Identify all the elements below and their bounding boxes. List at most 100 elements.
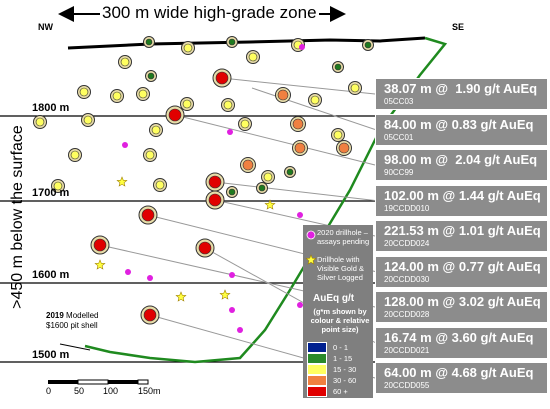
scale-bar <box>48 379 149 385</box>
hole-id: 05CC03 <box>384 97 414 106</box>
intercept-grade: 84.00 m @ 0.83 g/t AuEq <box>384 116 534 132</box>
pit-year: 2019 <box>46 311 64 320</box>
hole-id: 05CC01 <box>384 132 414 142</box>
drillhole <box>182 99 192 109</box>
drillhole <box>215 71 229 85</box>
pending-hole <box>229 272 235 278</box>
drillhole <box>141 208 155 222</box>
visible-gold <box>94 259 106 270</box>
drillhole <box>277 89 289 101</box>
intercept-box: 84.00 m @ 0.83 g/t AuEq 05CC01 <box>375 113 548 146</box>
drillhole <box>151 125 161 135</box>
drillhole <box>286 168 294 176</box>
pit-text: $1600 pit shell <box>46 321 98 330</box>
legend-pending <box>306 230 316 240</box>
drillhole <box>83 115 93 125</box>
drillhole <box>228 188 236 196</box>
hole-id: 20CCDD028 <box>384 310 430 319</box>
drillhole <box>228 38 236 46</box>
drillhole <box>112 91 122 101</box>
pending-hole <box>237 327 243 333</box>
title: 300 m wide high-grade zone <box>100 3 319 23</box>
drillhole <box>350 83 360 93</box>
hole-id: 20CCDD030 <box>384 274 430 284</box>
pit-shell <box>84 36 448 364</box>
drillhole <box>143 308 157 322</box>
legend-swatch <box>307 342 327 353</box>
drillhole <box>183 43 193 53</box>
legend-icons <box>305 230 317 265</box>
drillhole <box>53 181 63 191</box>
drillhole <box>294 142 306 154</box>
visible-gold <box>219 289 231 300</box>
drillhole <box>258 184 266 192</box>
leader-line <box>174 114 376 166</box>
drillhole <box>35 117 45 127</box>
legend-swatch <box>307 364 327 375</box>
intercept-grade: 98.00 m @ 2.04 g/t AuEq <box>384 152 538 167</box>
drillhole <box>334 63 342 71</box>
hole-id: 20CCDD024 <box>384 239 430 248</box>
drillhole <box>70 150 80 160</box>
legend-title: AuEq g/t <box>313 293 355 304</box>
pending-hole <box>299 44 305 50</box>
drillhole <box>145 150 155 160</box>
scale-label: 100 <box>103 386 119 396</box>
drillhole <box>198 241 212 255</box>
drillhole <box>155 180 165 190</box>
leader-line <box>251 87 376 130</box>
legend-class: 1 - 15 <box>333 354 353 363</box>
intercept-box: 102.00 m @ 1.44 g/t AuEq 19CCDD010 <box>375 184 548 217</box>
direction: NW <box>38 22 53 32</box>
intercept-box: 128.00 m @ 3.02 g/t AuEq 20CCDD028 <box>375 291 548 323</box>
elevation: 1500 m <box>32 349 70 361</box>
legend-class: 60 + <box>333 387 348 396</box>
intercept-grade: 221.53 m @ 1.01 g/t AuEq <box>384 223 541 238</box>
drillhole <box>240 119 250 129</box>
pending-hole <box>122 142 128 148</box>
drillhole <box>364 41 372 49</box>
elevation: 1600 m <box>32 269 70 281</box>
intercept-grade: 124.00 m @ 0.77 g/t AuEq <box>384 258 541 274</box>
depth-label: >450 m below the surface <box>9 125 26 309</box>
pending-hole <box>297 212 303 218</box>
drillhole <box>338 142 350 154</box>
drillhole <box>93 238 107 252</box>
drillhole <box>310 95 320 105</box>
intercept-box: 38.07 m @ 1.90 g/t AuEq 05CC03 <box>375 78 548 110</box>
drillhole <box>208 175 222 189</box>
scale-label: 150m <box>138 386 161 396</box>
pit-label: 2019 Modelled $1600 pit shell <box>46 311 99 331</box>
visible-gold <box>116 176 128 187</box>
intercept-box: 64.00 m @ 4.68 g/t AuEq 20CCDD055 <box>375 362 548 394</box>
direction: SE <box>452 22 465 32</box>
scale-label: 50 <box>74 386 85 396</box>
legend-class: 15 - 30 <box>333 365 357 374</box>
pit-text: Modelled <box>66 311 99 320</box>
pending-hole <box>229 307 235 313</box>
intercept-grade: 128.00 m @ 3.02 g/t AuEq <box>384 294 541 309</box>
drillhole <box>168 108 182 122</box>
drillhole <box>223 100 233 110</box>
hole-id: 20CCDD021 <box>384 345 430 355</box>
visible-gold <box>175 291 187 302</box>
legend-swatch <box>307 375 327 386</box>
drillhole <box>138 89 148 99</box>
intercept-grade: 64.00 m @ 4.68 g/t AuEq <box>384 365 534 380</box>
intercept-box: 124.00 m @ 0.77 g/t AuEq 20CCDD030 <box>375 255 548 288</box>
pending-hole <box>147 275 153 281</box>
hole-id: 90CC99 <box>384 168 414 177</box>
pit-label-pointer <box>59 343 91 351</box>
drillhole <box>333 130 343 140</box>
drillhole <box>145 38 153 46</box>
elevation: 1800 m <box>32 102 70 114</box>
legend-star <box>305 254 317 265</box>
pending-hole <box>297 302 303 308</box>
intercept-grade: 102.00 m @ 1.44 g/t AuEq <box>384 187 541 203</box>
drillhole <box>147 72 155 80</box>
legend-swatch <box>307 353 327 364</box>
pending-hole <box>227 129 233 135</box>
drillhole <box>79 87 89 97</box>
intercept-box: 98.00 m @ 2.04 g/t AuEq 90CC99 <box>375 149 548 181</box>
drillhole <box>263 172 273 182</box>
